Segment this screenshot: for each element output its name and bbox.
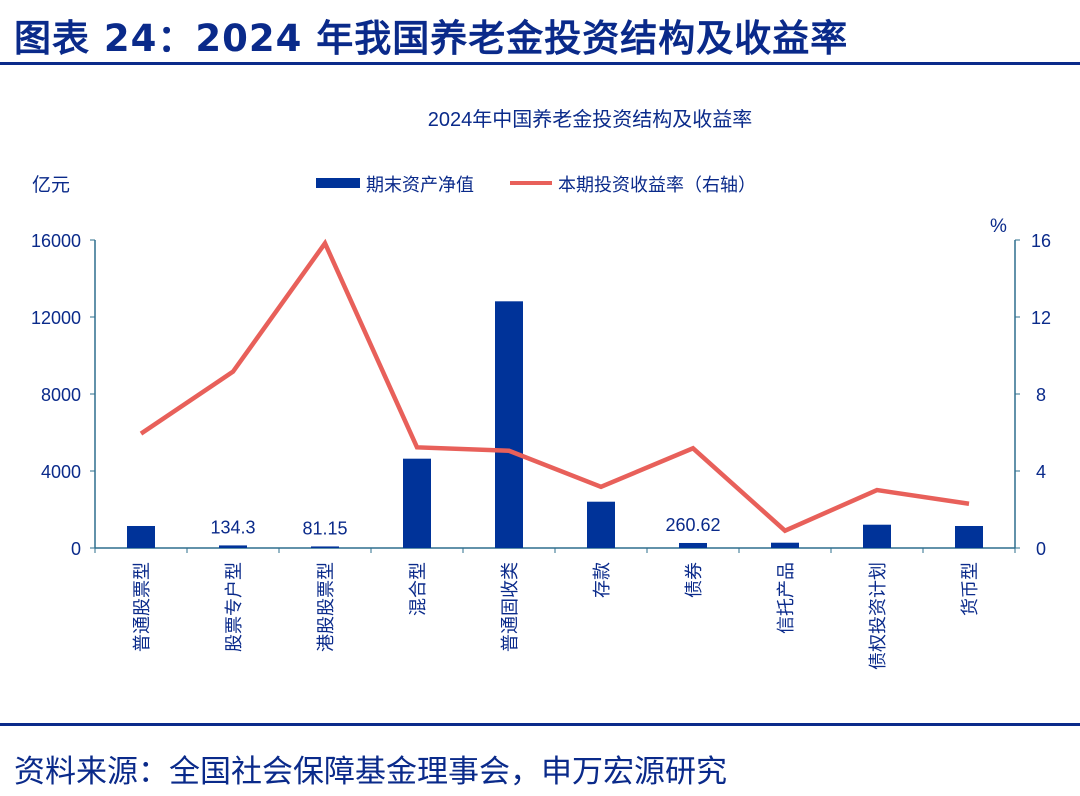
bar [771,542,799,548]
bar [587,501,615,548]
category-label: 混合型 [408,562,428,616]
legend: 期末资产净值 本期投资收益率（右轴） [316,175,756,195]
category-label: 普通固收类 [500,562,520,652]
figure-title: 图表 24：2024 年我国养老金投资结构及收益率 [14,17,849,60]
category-label: 债券 [684,562,704,598]
category-label: 股票专户型 [224,562,244,652]
bar-data-label: 260.62 [665,515,720,535]
left-tick-label: 8000 [41,385,81,405]
legend-bar-swatch [316,178,360,188]
right-tick-label: 16 [1031,231,1051,251]
right-tick-label: 12 [1031,308,1051,328]
left-tick-label: 12000 [31,308,81,328]
right-tick-label: 0 [1036,539,1046,559]
return-rate-line [139,238,970,534]
source-rule [0,723,1080,726]
left-axis-label: 亿元 [32,174,70,196]
source-note: 资料来源：全国社会保障基金理事会，申万宏源研究 [14,754,727,790]
category-label: 信托产品 [776,562,796,634]
bar [679,542,707,548]
bar [955,525,983,548]
bar [495,301,523,548]
left-tick-label: 4000 [41,462,81,482]
left-tick-label: 0 [71,539,81,559]
category-label: 货币型 [960,562,980,616]
right-tick-label: 8 [1036,385,1046,405]
legend-bar-label: 期末资产净值 [366,175,474,195]
right-tick-label: 4 [1036,462,1046,482]
bar [863,524,891,548]
title-rule [0,62,1080,65]
category-label: 存款 [592,562,612,598]
bar [403,458,431,548]
right-axis-label: % [990,216,1007,237]
bar [311,546,339,548]
chart-title: 2024年中国养老金投资结构及收益率 [428,108,753,131]
bar [219,545,247,548]
bar-data-label: 81.15 [302,518,347,538]
bar [127,525,155,548]
legend-line-label: 本期投资收益率（右轴） [558,175,756,195]
left-tick-label: 16000 [31,231,81,251]
bar-data-label: 134.3 [210,517,255,537]
category-label: 港股股票型 [316,562,336,652]
category-label: 债权投资计划 [868,562,888,670]
category-label: 普通股票型 [132,562,152,652]
